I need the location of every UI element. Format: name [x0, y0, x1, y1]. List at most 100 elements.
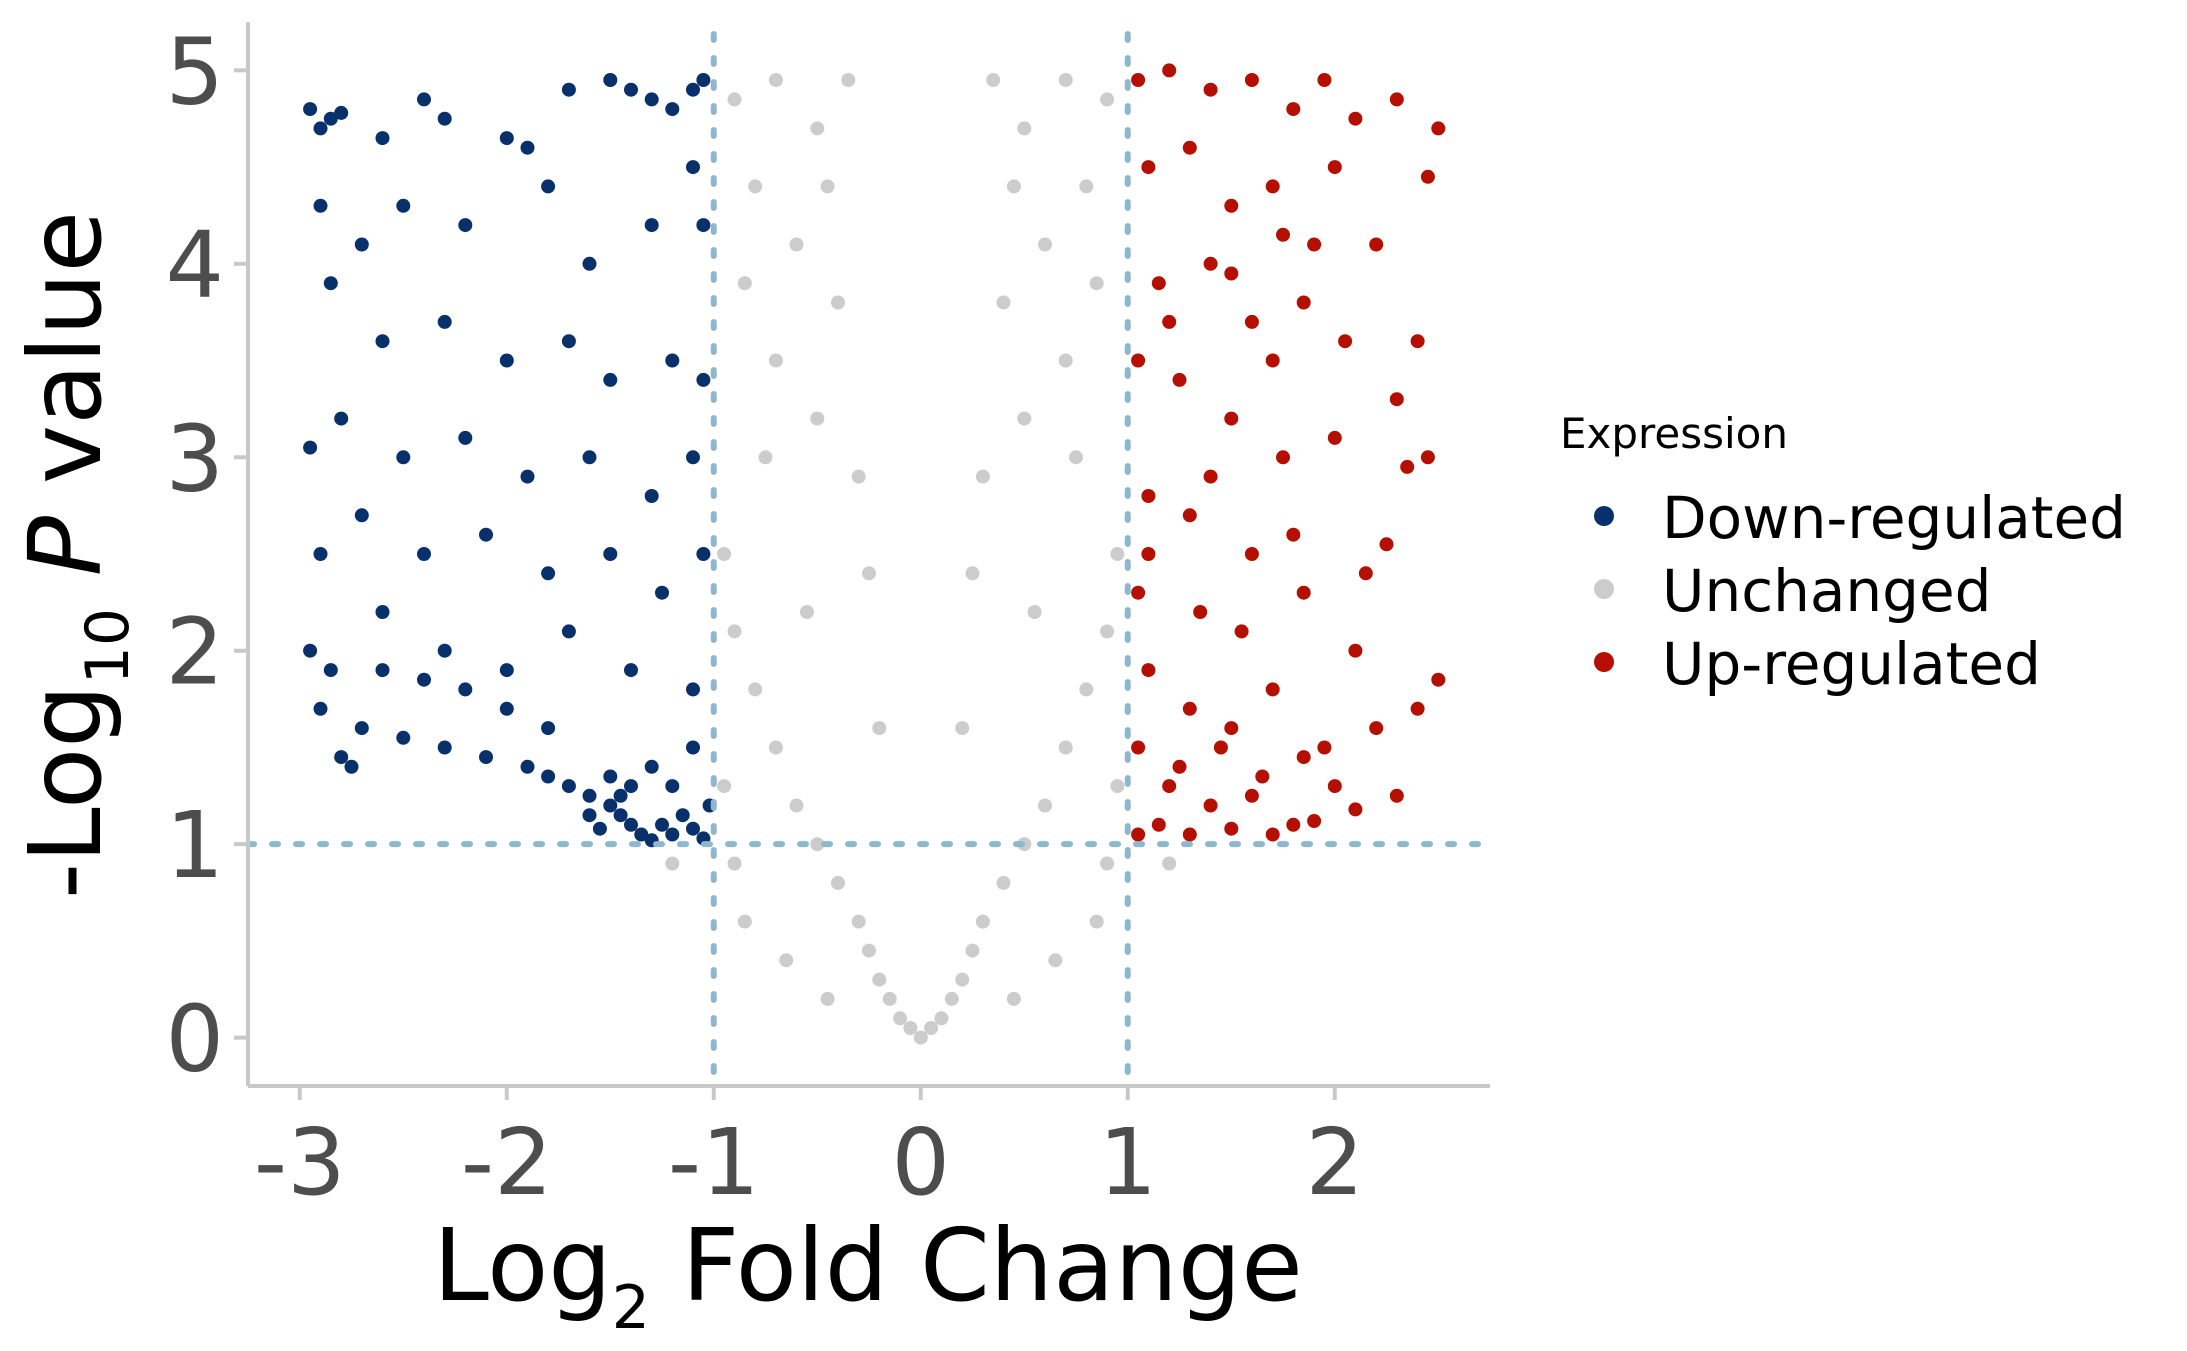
point-down-regulated [686, 82, 700, 97]
point-unchanged [996, 295, 1011, 310]
y-tick-label: 5 [165, 18, 224, 125]
point-down-regulated [686, 160, 700, 175]
point-down-regulated [624, 779, 638, 794]
point-up-regulated [1141, 663, 1156, 678]
point-unchanged [975, 469, 990, 484]
point-up-regulated [1172, 372, 1187, 387]
point-unchanged [799, 605, 814, 619]
point-unchanged [1017, 121, 1032, 136]
point-up-regulated [1431, 121, 1446, 136]
point-up-regulated [1234, 624, 1249, 639]
point-unchanged [831, 295, 845, 310]
point-unchanged [758, 450, 773, 465]
point-down-regulated [644, 759, 659, 774]
point-down-regulated [437, 314, 452, 329]
point-up-regulated [1317, 740, 1332, 755]
point-down-regulated [375, 605, 390, 619]
points-layer [303, 63, 1446, 1045]
point-up-regulated [1131, 740, 1146, 755]
legend: Expression Down-regulatedUnchangedUp-reg… [1560, 409, 2126, 698]
point-down-regulated [696, 372, 711, 387]
point-down-regulated [582, 788, 597, 803]
point-unchanged [779, 953, 794, 968]
point-down-regulated [634, 827, 649, 842]
point-down-regulated [686, 682, 700, 697]
point-up-regulated [1224, 721, 1239, 736]
point-down-regulated [644, 489, 659, 503]
point-down-regulated [354, 721, 369, 736]
point-up-regulated [1224, 821, 1239, 836]
point-up-regulated [1389, 788, 1404, 803]
point-up-regulated [1213, 740, 1228, 755]
point-down-regulated [313, 701, 328, 716]
point-up-regulated [1193, 605, 1208, 619]
point-unchanged [1100, 856, 1115, 871]
point-down-regulated [561, 334, 576, 349]
point-up-regulated [1276, 450, 1290, 465]
point-down-regulated [675, 808, 690, 823]
point-down-regulated [644, 218, 659, 233]
y-axis-title: -Log10 P value [7, 211, 143, 899]
point-down-regulated [354, 237, 369, 252]
point-unchanged [903, 1021, 918, 1035]
point-up-regulated [1317, 73, 1332, 87]
point-down-regulated [499, 663, 514, 678]
point-up-regulated [1244, 73, 1259, 87]
point-up-regulated [1203, 798, 1218, 813]
point-up-regulated [1327, 430, 1342, 445]
point-up-regulated [1296, 295, 1311, 310]
x-axis-title-rest: Fold Change [650, 1207, 1303, 1324]
point-unchanged [882, 991, 897, 1006]
legend-label-unchanged: Unchanged [1662, 557, 1991, 625]
point-up-regulated [1379, 537, 1394, 552]
point-up-regulated [1338, 334, 1353, 349]
point-down-regulated [344, 759, 359, 774]
point-down-regulated [561, 624, 576, 639]
point-up-regulated [1131, 73, 1146, 87]
point-down-regulated [479, 750, 493, 765]
point-unchanged [944, 991, 959, 1006]
point-up-regulated [1141, 547, 1156, 561]
point-unchanged [737, 914, 752, 929]
point-down-regulated [696, 218, 711, 233]
point-up-regulated [1244, 547, 1259, 561]
point-unchanged [955, 721, 970, 736]
y-tick-label: 0 [165, 986, 224, 1093]
point-down-regulated [499, 353, 514, 368]
point-unchanged [965, 943, 980, 958]
point-unchanged [1058, 740, 1073, 755]
point-down-regulated [582, 450, 597, 465]
point-unchanged [768, 740, 783, 755]
point-up-regulated [1131, 827, 1146, 842]
y-axis-title-rest: value [7, 211, 124, 516]
point-down-regulated [313, 121, 328, 136]
point-down-regulated [323, 111, 338, 126]
point-unchanged [996, 875, 1011, 890]
point-up-regulated [1182, 827, 1197, 842]
threshold-lines [245, 31, 1493, 1089]
point-unchanged [1006, 179, 1021, 194]
point-up-regulated [1369, 237, 1384, 252]
x-tick-label: -3 [254, 1109, 346, 1216]
point-unchanged [810, 121, 825, 136]
legend-title: Expression [1560, 409, 1788, 458]
point-up-regulated [1203, 256, 1218, 271]
point-down-regulated [323, 663, 338, 678]
point-down-regulated [499, 131, 514, 146]
point-down-regulated [437, 643, 452, 658]
point-up-regulated [1203, 82, 1218, 97]
point-unchanged [727, 856, 742, 871]
point-up-regulated [1410, 701, 1425, 716]
point-unchanged [1079, 682, 1094, 697]
point-down-regulated [665, 353, 680, 368]
point-down-regulated [592, 821, 607, 836]
point-down-regulated [665, 102, 680, 117]
point-up-regulated [1307, 814, 1322, 828]
point-down-regulated [520, 759, 535, 774]
point-unchanged [1089, 276, 1104, 291]
y-axis-title-italic: P [7, 515, 124, 576]
y-tick-label: 1 [165, 792, 224, 899]
point-unchanged [913, 1030, 928, 1045]
point-down-regulated [696, 73, 711, 87]
